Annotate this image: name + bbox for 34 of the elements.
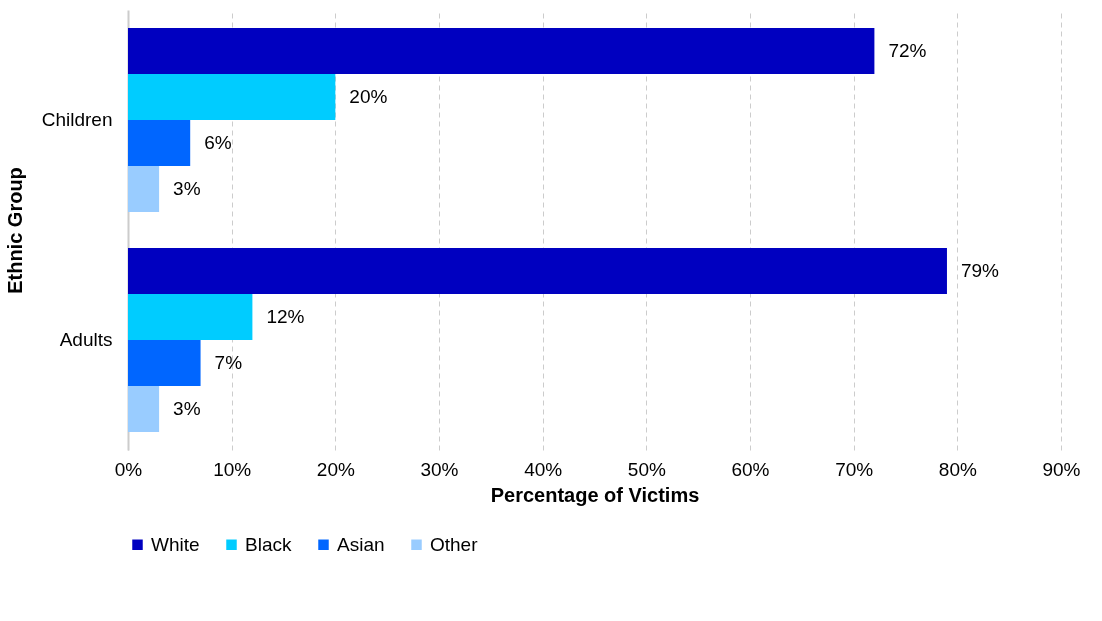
- bar: [128, 74, 336, 120]
- data-label: 6%: [204, 132, 232, 153]
- x-tick-label: 80%: [938, 458, 977, 480]
- data-label: 79%: [960, 260, 1000, 281]
- bar: [128, 166, 160, 212]
- x-tick-label: 60%: [731, 458, 770, 480]
- x-tick-label: 50%: [627, 458, 666, 480]
- data-label: 20%: [349, 86, 388, 107]
- data-label: 12%: [266, 306, 305, 327]
- x-tick-label: 70%: [835, 458, 874, 480]
- data-label: 72%: [888, 40, 927, 61]
- x-tick-label: 0%: [114, 458, 143, 480]
- data-label: 3%: [173, 178, 201, 199]
- bar: [128, 28, 875, 74]
- y-axis-title: Ethnic Group: [3, 167, 26, 294]
- bar: [128, 120, 191, 166]
- bar: [128, 340, 201, 386]
- x-tick-label: 30%: [420, 458, 459, 480]
- bar: [128, 248, 947, 294]
- bar: [128, 294, 253, 340]
- legend-label: Other: [430, 533, 479, 555]
- legend-label: Asian: [337, 533, 385, 555]
- x-tick-label: 90%: [1042, 458, 1081, 480]
- y-tick-label: Adults: [59, 329, 113, 350]
- legend-label: Black: [245, 533, 292, 555]
- bar: [128, 386, 160, 432]
- x-tick-label: 40%: [524, 458, 563, 480]
- x-axis-title: Percentage of Victims: [490, 483, 700, 506]
- x-tick-label: 10%: [213, 458, 252, 480]
- y-tick-label: Children: [41, 109, 113, 130]
- data-label: 3%: [173, 398, 201, 419]
- x-tick-label: 20%: [316, 458, 355, 480]
- legend-label: White: [151, 533, 200, 555]
- data-label: 7%: [214, 352, 243, 373]
